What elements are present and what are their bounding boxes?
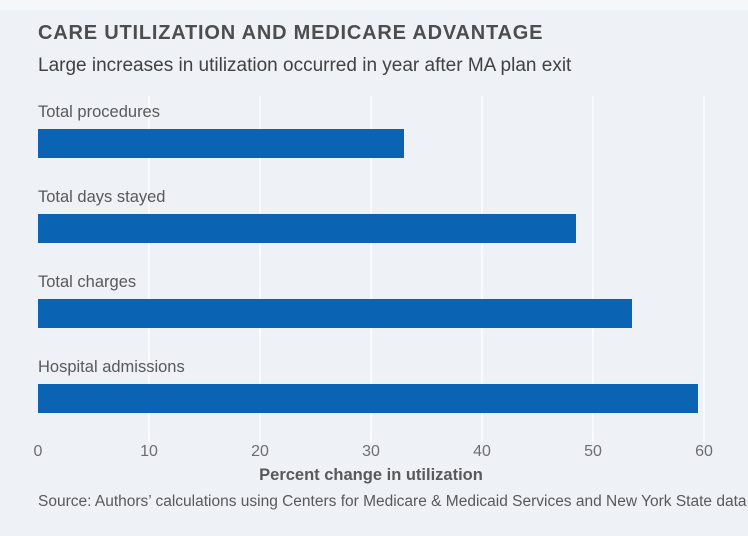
x-tick-label: 60	[695, 443, 713, 460]
gridline-10	[148, 96, 150, 442]
bar	[38, 384, 699, 413]
gridline-50	[592, 96, 594, 442]
x-tick-label: 10	[140, 443, 158, 460]
category-label: Total days stayed	[38, 188, 166, 206]
top-strip	[0, 0, 748, 10]
gridline-20	[259, 96, 261, 442]
x-tick-label: 50	[584, 443, 602, 460]
x-axis-ticks: 0 10 20 30 40 50 60	[34, 443, 713, 461]
category-label: Total procedures	[38, 103, 160, 121]
x-tick-label: 30	[362, 443, 380, 460]
plot-area: Total procedures Total days stayed Total c…	[38, 96, 705, 442]
gridline-60	[703, 96, 705, 442]
bar	[38, 299, 632, 328]
x-tick-label: 40	[473, 443, 491, 460]
chart-title: CARE UTILIZATION AND MEDICARE ADVANTAGE	[38, 22, 544, 44]
x-tick-label: 20	[251, 443, 269, 460]
source-note: Source: Authors’ calculations using Cent…	[38, 493, 747, 510]
bar	[38, 214, 577, 243]
category-label: Total charges	[38, 273, 137, 291]
chart-subtitle: Large increases in utilization occurred …	[38, 55, 572, 76]
gridline-30	[370, 96, 372, 442]
gridline-40	[481, 96, 483, 442]
category-label: Hospital admissions	[38, 358, 185, 376]
x-tick-label: 0	[33, 443, 43, 460]
x-axis-label: Percent change in utilization	[259, 466, 483, 484]
bar	[38, 129, 405, 158]
